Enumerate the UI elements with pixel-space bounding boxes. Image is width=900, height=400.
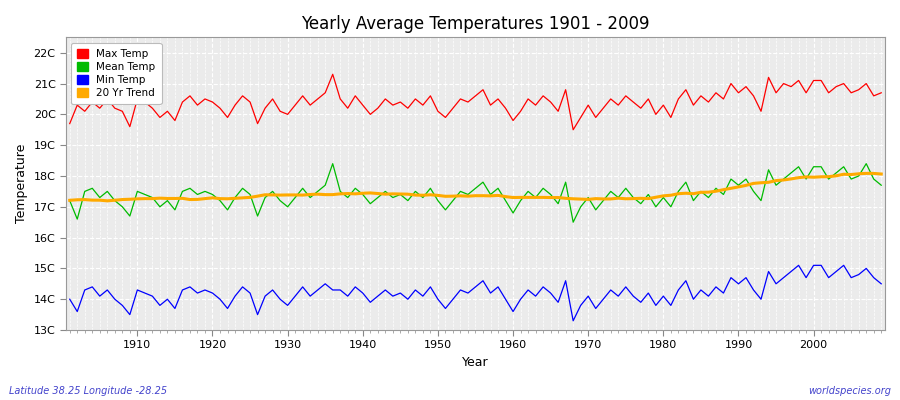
Y-axis label: Temperature: Temperature: [15, 144, 28, 223]
Legend: Max Temp, Mean Temp, Min Temp, 20 Yr Trend: Max Temp, Mean Temp, Min Temp, 20 Yr Tre…: [71, 42, 162, 104]
Text: Latitude 38.25 Longitude -28.25: Latitude 38.25 Longitude -28.25: [9, 386, 167, 396]
Text: worldspecies.org: worldspecies.org: [808, 386, 891, 396]
Title: Yearly Average Temperatures 1901 - 2009: Yearly Average Temperatures 1901 - 2009: [302, 15, 650, 33]
X-axis label: Year: Year: [463, 356, 489, 369]
